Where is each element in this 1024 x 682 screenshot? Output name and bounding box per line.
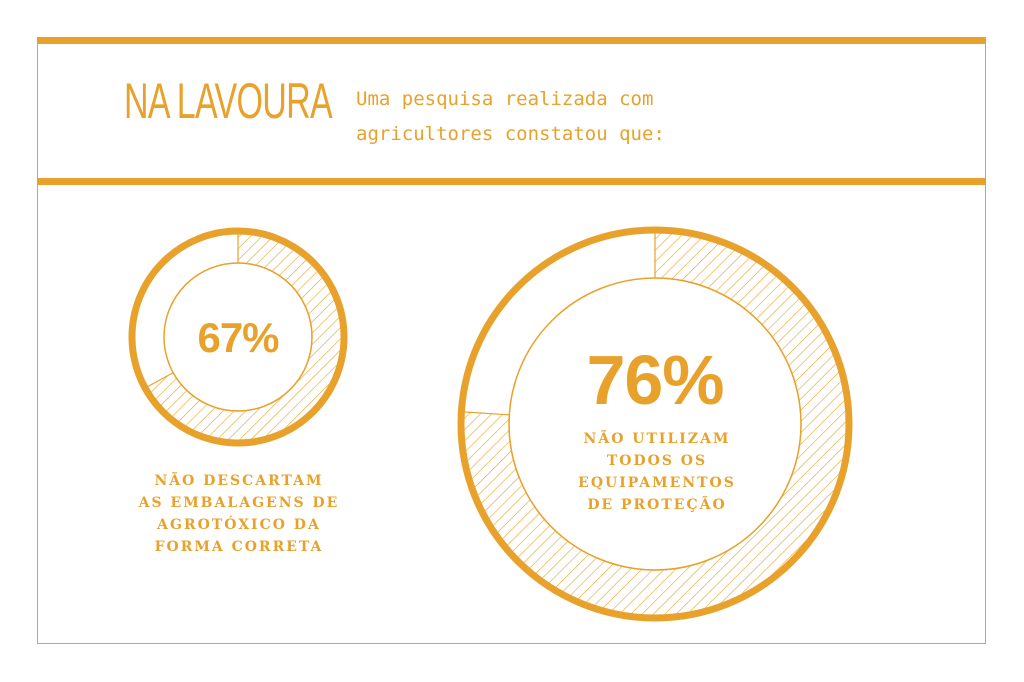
subtitle: Uma pesquisa realizada com agricultores … — [356, 82, 665, 152]
donut-1-inner-ring — [163, 262, 313, 412]
caption-2-line-3: EQUIPAMENTOS — [578, 475, 736, 491]
page-title: NA LAVOURA — [124, 73, 333, 129]
donut-2-outer-ring — [457, 226, 853, 622]
caption-1-line-4: FORMA CORRETA — [154, 539, 324, 555]
top-rule — [37, 37, 986, 44]
subtitle-line-1: Uma pesquisa realizada com — [356, 88, 654, 110]
donut-chart-1: 67% — [128, 227, 348, 447]
donut-2-percent-label: 76% — [586, 341, 723, 419]
donut-2-inner-ring — [508, 277, 802, 571]
caption-2-line-4: DE PROTEÇÃO — [587, 497, 727, 513]
caption-2-line-1: NÃO UTILIZAM — [583, 431, 731, 447]
donut-chart-2: 76% — [457, 226, 853, 622]
caption-2: NÃO UTILIZAM TODOS OS EQUIPAMENTOS DE PR… — [537, 428, 777, 516]
donut-1-percent-label: 67% — [197, 314, 279, 361]
caption-1-line-1: NÃO DESCARTAM — [154, 473, 324, 489]
caption-1-line-3: AGROTÓXICO DA — [157, 517, 321, 533]
header-rule — [37, 178, 986, 185]
donut-1-outer-ring — [128, 227, 348, 447]
caption-1-line-2: AS EMBALAGENS DE — [138, 495, 340, 511]
subtitle-line-2: agricultores constatou que: — [356, 123, 665, 145]
caption-2-line-2: TODOS OS — [606, 453, 708, 469]
caption-1: NÃO DESCARTAM AS EMBALAGENS DE AGROTÓXIC… — [100, 470, 378, 558]
